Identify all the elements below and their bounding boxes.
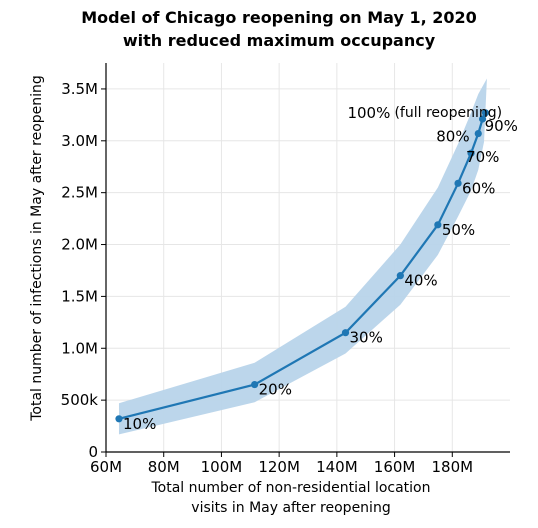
- confidence-band: [118, 78, 487, 435]
- y-axis-ticks: 0 500k 1.0M 1.5M 2.0M 2.5M 3.0M 3.5M: [61, 80, 106, 461]
- data-points-layer: [115, 109, 490, 423]
- point-label: 80%: [436, 128, 469, 146]
- point-label: 90%: [485, 117, 518, 135]
- point-label: 20%: [259, 381, 292, 399]
- data-point: [467, 149, 475, 157]
- chart-title-line-1: Model of Chicago reopening on May 1, 202…: [81, 8, 477, 27]
- x-axis-label-line-1: Total number of non-residential location: [150, 480, 430, 496]
- data-point: [454, 179, 462, 187]
- data-point: [251, 380, 259, 389]
- axes: [105, 63, 510, 453]
- y-tick-label: 500k: [61, 391, 99, 409]
- point-label: 50%: [442, 221, 475, 239]
- point-label: 40%: [404, 272, 437, 290]
- data-point: [396, 272, 404, 280]
- point-label: 10%: [123, 415, 156, 433]
- data-point: [341, 329, 350, 337]
- point-label: 30%: [350, 329, 383, 347]
- point-labels-layer: 10% 20% 30% 40% 50% 60% 70% 80% 90% 100% (full reo…: [123, 104, 518, 433]
- data-point: [478, 115, 487, 123]
- data-point: [434, 221, 442, 229]
- x-tick-label: 60M: [90, 458, 122, 476]
- x-axis-ticks: 60M 80M 100M 120M 140M 160M 180M: [90, 452, 473, 476]
- point-label: 60%: [462, 179, 495, 197]
- x-tick-label: 120M: [258, 458, 300, 476]
- y-tick-label: 0: [88, 443, 98, 461]
- data-point: [481, 109, 490, 117]
- y-axis-label: Total number of infections in May after …: [29, 75, 45, 422]
- y-tick-label: 3.0M: [61, 132, 98, 150]
- x-tick-label: 80M: [148, 458, 180, 476]
- series-line-layer: [118, 112, 487, 420]
- point-note: (full reopening): [394, 105, 502, 121]
- y-tick-label: 3.5M: [61, 80, 98, 98]
- chart-title-line-2: with reduced maximum occupancy: [123, 31, 436, 50]
- point-label: 70%: [466, 148, 499, 166]
- point-label: 100%: [347, 104, 390, 122]
- y-tick-label: 1.0M: [61, 339, 98, 357]
- data-point: [474, 129, 482, 138]
- x-tick-label: 180M: [431, 458, 473, 476]
- x-axis-label-line-2: visits in May after reopening: [191, 500, 390, 516]
- x-tick-label: 100M: [201, 458, 243, 476]
- y-tick-label: 1.5M: [61, 287, 98, 305]
- y-tick-label: 2.0M: [61, 236, 98, 254]
- x-tick-label: 160M: [374, 458, 416, 476]
- confidence-band-layer: [118, 78, 487, 435]
- series-line: [118, 112, 487, 420]
- data-point: [115, 415, 123, 423]
- x-tick-label: 140M: [316, 458, 358, 476]
- y-tick-label: 2.5M: [61, 184, 98, 202]
